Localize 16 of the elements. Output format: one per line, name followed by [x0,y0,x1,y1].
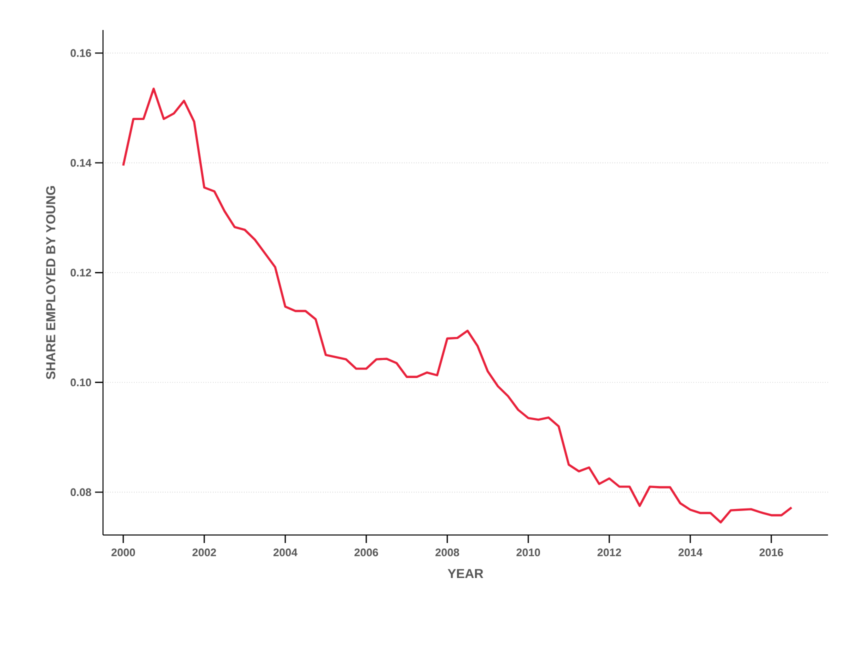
y-tick-label: 0.08 [70,488,92,496]
y-tick-label: 0.14 [70,158,92,167]
y-tick-label: 0.16 [70,49,92,57]
x-tick-label: 2014 [678,548,702,556]
x-tick-label: 2000 [111,548,135,556]
y-axis-title: SHARE EMPLOYED BY YOUNG [46,186,56,380]
x-tick-label: 2016 [759,548,784,556]
y-tick-label: 0.12 [70,268,92,276]
x-tick-label: 2004 [273,548,298,556]
x-tick-label: 2008 [435,548,460,556]
y-tick-label: 0.10 [70,378,92,386]
x-tick-label: 2002 [192,548,216,556]
x-tick-label: 2006 [354,548,378,556]
x-tick-label: 2010 [516,548,540,556]
x-tick-label: 2012 [597,548,622,556]
x-axis-title: YEAR [448,569,484,578]
